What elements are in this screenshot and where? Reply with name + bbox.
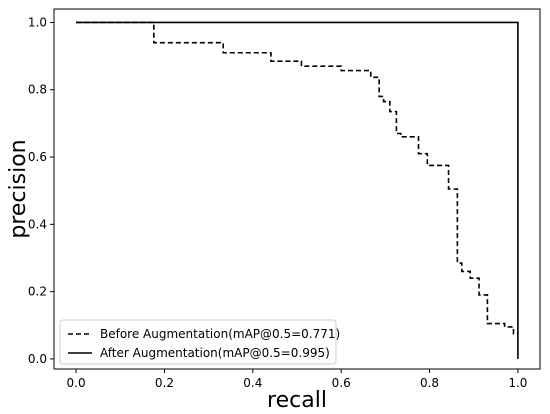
x-tick-label: 0.8 [420,376,439,390]
x-tick-label: 1.0 [508,376,527,390]
series-line-after [76,21,519,359]
y-tick-label: 0.6 [28,150,47,164]
x-tick-label: 0.2 [155,376,174,390]
legend-label-after: After Augmentation(mAP@0.5=0.995) [100,346,330,360]
y-axis-label: precision [6,139,31,238]
legend-label-before: Before Augmentation(mAP@0.5=0.771) [100,327,340,341]
legend: Before Augmentation(mAP@0.5=0.771) After… [59,319,340,365]
plot-frame [53,8,541,370]
x-tick-label: 0.0 [67,376,86,390]
y-tick-label: 1.0 [28,15,47,29]
y-tick-label: 0.4 [28,217,47,231]
y-tick-label: 0.2 [28,285,47,299]
x-tick-label: 0.4 [243,376,262,390]
plot-area [76,21,519,359]
x-tick-label: 0.6 [332,376,351,390]
y-tick-label: 0.8 [28,83,47,97]
y-tick-label: 0.0 [28,352,47,366]
legend-box [59,319,337,365]
axis-ticks: 0.0 0.2 0.4 0.6 0.8 1.0 0.0 0.2 0.4 0.6 0.8 1.0 [28,15,528,390]
x-axis-label: recall [267,388,327,413]
series-line-before [76,21,518,335]
